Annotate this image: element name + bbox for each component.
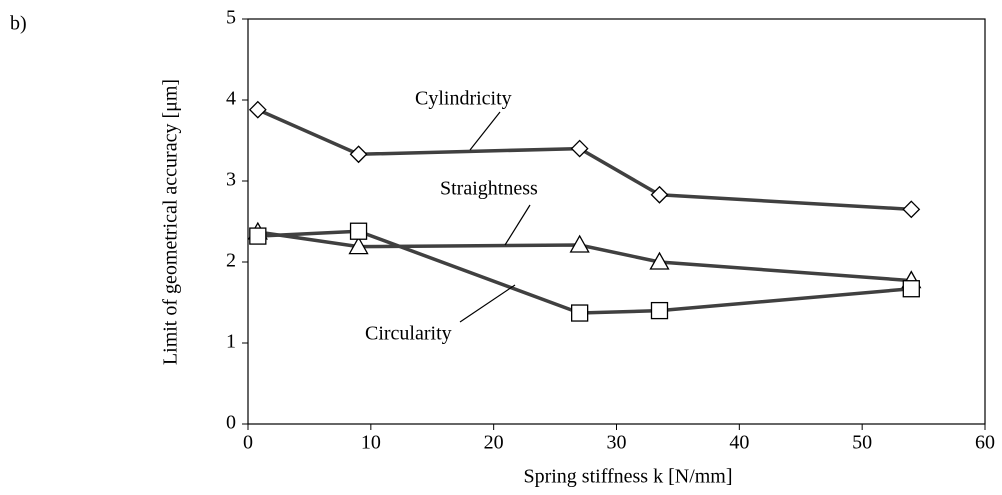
x-axis-label: Spring stiffness k [N/mm]: [523, 466, 732, 488]
x-tick-label: 10: [361, 432, 381, 454]
leader-line: [459, 284, 516, 323]
y-tick-label: 2: [226, 250, 236, 272]
marker: [349, 222, 368, 240]
marker: [569, 234, 590, 253]
x-tick-label: 50: [852, 432, 872, 454]
y-tick-label: 5: [226, 7, 236, 29]
y-tick-label: 3: [226, 169, 236, 191]
marker: [650, 301, 669, 320]
leader-line: [504, 204, 531, 246]
marker: [349, 145, 368, 164]
marker: [902, 280, 920, 298]
marker: [249, 227, 267, 245]
series-label: Circularity: [365, 323, 452, 345]
marker: [650, 185, 669, 204]
panel-label: b): [10, 13, 27, 35]
marker: [902, 200, 921, 219]
marker: [248, 100, 267, 119]
x-tick-label: 60: [975, 432, 995, 454]
y-tick-label: 1: [226, 331, 236, 353]
marker: [571, 304, 589, 322]
x-tick-label: 30: [607, 432, 627, 454]
x-tick-label: 20: [484, 432, 504, 454]
y-axis-label: Limit of geometrical accuracy [μm]: [160, 79, 182, 365]
plot-frame: [247, 18, 986, 425]
marker: [570, 139, 589, 158]
series-label: Straightness: [440, 178, 538, 200]
y-tick-label: 4: [226, 88, 236, 110]
y-tick-label: 0: [226, 412, 236, 434]
leader-line: [469, 111, 501, 151]
x-tick-label: 0: [243, 432, 253, 454]
x-tick-label: 40: [729, 432, 749, 454]
marker: [649, 251, 670, 270]
series-label: Cylindricity: [415, 88, 512, 110]
marker: [348, 236, 369, 255]
